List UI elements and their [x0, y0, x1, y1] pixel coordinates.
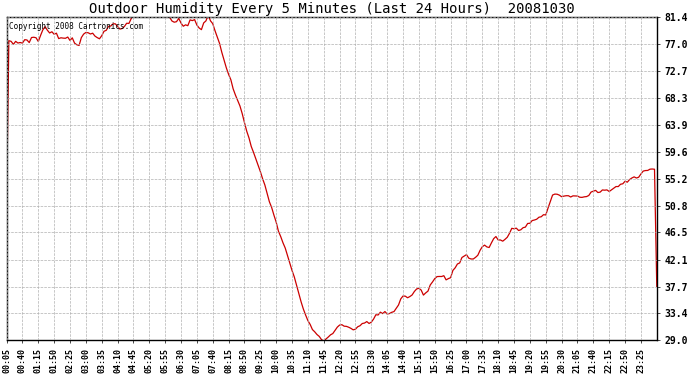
Title: Outdoor Humidity Every 5 Minutes (Last 24 Hours)  20081030: Outdoor Humidity Every 5 Minutes (Last 2… — [89, 2, 575, 16]
Text: Copyright 2008 Cartronics.com: Copyright 2008 Cartronics.com — [8, 22, 143, 31]
